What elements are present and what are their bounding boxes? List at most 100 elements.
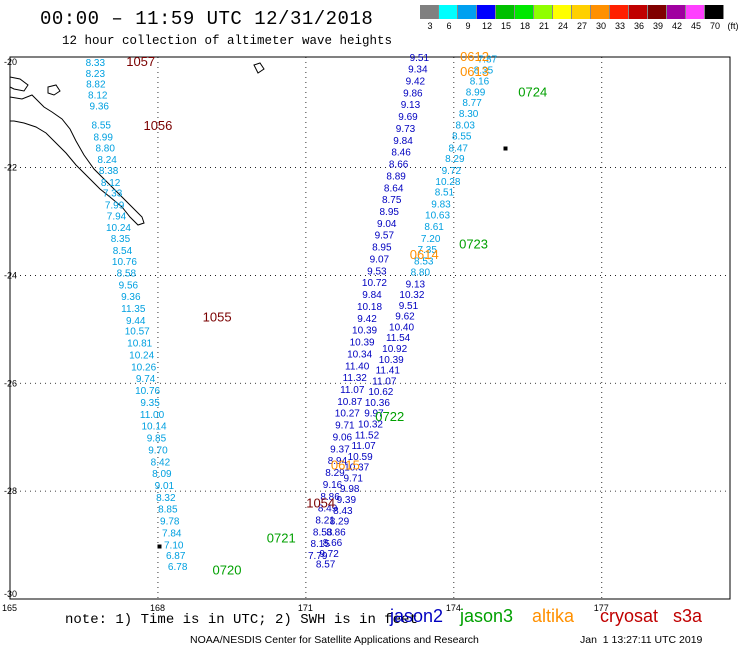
wave-height-reading: 10.63	[425, 210, 450, 221]
wave-height-reading: 8.57	[316, 560, 336, 571]
wave-height-reading: 9.57	[375, 231, 395, 242]
islet-outline	[253, 62, 265, 74]
lat-label: -26	[4, 378, 17, 388]
wave-height-reading: 8.33	[86, 58, 106, 69]
wave-height-reading: 11.00	[140, 410, 165, 421]
wave-height-reading: 8.53	[414, 257, 434, 268]
lat-label: -22	[4, 163, 17, 173]
pass-time-label: 0614	[410, 247, 439, 262]
wave-height-reading: 9.13	[401, 100, 421, 111]
wave-height-reading: 9.97	[364, 409, 384, 420]
scale-swatch-6	[439, 5, 458, 19]
wave-height-reading: 7.94	[107, 211, 127, 222]
wave-height-reading: 8.15	[310, 539, 330, 550]
wave-height-reading: 9.44	[126, 316, 146, 327]
wave-height-reading: 7.99	[105, 201, 125, 212]
wave-height-reading: 11.07	[372, 376, 397, 387]
altimeter-readings: 8.338.238.828.129.368.558.998.808.248.38…	[86, 53, 498, 573]
wave-height-reading: 11.52	[355, 430, 380, 441]
note-text: note: 1) Time is in UTC; 2) SWH is in fe…	[65, 612, 418, 628]
wave-height-reading: 8.29	[445, 154, 465, 165]
wave-height-reading: 9.34	[408, 65, 428, 76]
scale-swatch-18	[515, 5, 534, 19]
wave-height-reading: 9.04	[377, 219, 397, 230]
lon-label: 174	[446, 603, 461, 613]
lon-label: 165	[2, 603, 17, 613]
wave-height-reading: 9.73	[396, 124, 416, 135]
wave-height-reading: 8.35	[474, 66, 494, 77]
wave-height-reading: 8.80	[95, 143, 115, 154]
wave-height-reading: 8.29	[325, 468, 345, 479]
wave-height-reading: 8.30	[459, 109, 479, 120]
scale-swatch-45	[686, 5, 705, 19]
wave-height-reading: 9.07	[370, 254, 390, 265]
wave-height-reading: 8.66	[389, 160, 409, 171]
wave-height-reading: 10.26	[131, 362, 156, 373]
wave-height-reading: 7.87	[478, 54, 498, 65]
scale-swatch-36	[629, 5, 648, 19]
coastline	[9, 62, 508, 549]
wave-height-reading: 9.39	[337, 495, 357, 506]
wave-height-reading: 10.37	[344, 463, 369, 474]
wave-height-reading: 9.78	[160, 517, 180, 528]
map-title: 00:00 – 11:59 UTC 12/31/2018	[40, 8, 374, 30]
lon-label: 171	[298, 603, 313, 613]
wave-height-reading: 10.76	[135, 386, 160, 397]
wave-height-reading: 8.38	[99, 166, 119, 177]
legend-altika: altika	[532, 606, 575, 626]
wave-height-reading: 9.71	[343, 473, 363, 484]
wave-height-reading: 9.72	[442, 166, 462, 177]
wave-height-reading: 8.42	[151, 457, 171, 468]
wave-height-reading: 8.66	[323, 538, 343, 549]
wave-height-reading: 8.89	[386, 171, 406, 182]
legend-cryosat: cryosat	[600, 606, 659, 626]
pass-time-label: 0722	[375, 409, 404, 424]
wave-height-reading: 8.24	[97, 155, 117, 166]
map-frame	[9, 56, 731, 600]
wave-height-reading: 8.55	[452, 132, 472, 143]
scale-swatch-39	[648, 5, 667, 19]
scale-label-39: 39	[652, 21, 663, 31]
wave-height-reading: 10.40	[389, 322, 414, 333]
scale-swatch-21	[534, 5, 553, 19]
scale-label-70: 70	[709, 21, 720, 31]
wave-height-reading: 9.13	[406, 279, 426, 290]
scale-label-18: 18	[519, 21, 530, 31]
wave-height-reading: 8.75	[382, 195, 402, 206]
pass-time-label: 0723	[459, 236, 488, 251]
wave-height-reading: 7.35	[417, 245, 437, 256]
pass-time-label: 1054	[306, 495, 335, 510]
scale-swatch-24	[553, 5, 572, 19]
wave-height-reading: 10.59	[348, 452, 373, 463]
new-caledonia-coast	[9, 94, 145, 226]
wave-height-reading: 10.92	[382, 344, 407, 355]
pass-time-label: 1056	[143, 118, 172, 133]
wave-height-reading: 7.33	[103, 189, 123, 200]
map-subtitle: 12 hour collection of altimeter wave hei…	[62, 34, 393, 48]
wave-height-reading: 9.37	[330, 444, 350, 455]
pass-time-label: 0612	[460, 49, 489, 64]
wave-height-reading: 8.80	[411, 267, 431, 278]
track-a-light: 8.338.238.828.129.368.558.998.808.248.38…	[86, 58, 188, 573]
wave-height-reading: 9.51	[399, 301, 419, 312]
scale-label-42: 42	[671, 21, 682, 31]
scale-swatch-27	[572, 5, 591, 19]
wave-height-reading: 10.24	[129, 350, 154, 361]
wave-height-reading: 9.53	[367, 266, 387, 277]
wave-height-reading: 10.76	[112, 257, 137, 268]
wave-height-reading: 9.42	[406, 77, 426, 88]
scale-label-45: 45	[690, 21, 701, 31]
wave-height-reading: 11.40	[345, 361, 370, 372]
wave-height-reading: 10.57	[125, 327, 150, 338]
wave-height-reading: 10.28	[435, 177, 460, 188]
wave-height-reading: 11.35	[121, 304, 146, 315]
pass-time-label: 1057	[126, 54, 155, 69]
wave-height-reading: 9.36	[121, 292, 141, 303]
loyalty-islands-coast-1	[9, 76, 29, 92]
wave-height-reading: 10.32	[399, 290, 424, 301]
wave-height-reading: 10.24	[106, 223, 131, 234]
wave-height-reading: 11.32	[343, 373, 368, 384]
wave-height-reading: 10.72	[362, 278, 387, 289]
wave-height-reading: 8.35	[111, 234, 131, 245]
